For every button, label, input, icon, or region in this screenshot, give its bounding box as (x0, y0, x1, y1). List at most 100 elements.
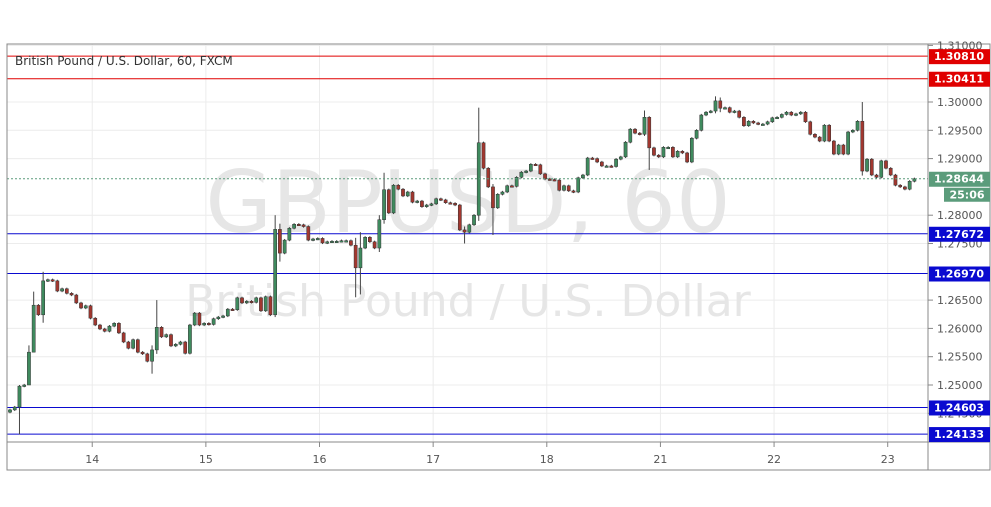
candle[interactable] (637, 131, 642, 136)
candle[interactable] (524, 169, 528, 174)
candle[interactable] (538, 163, 543, 176)
candle[interactable] (581, 173, 585, 179)
candle[interactable] (221, 314, 225, 319)
candle[interactable] (642, 110, 647, 136)
candle[interactable] (557, 178, 562, 192)
candle[interactable] (273, 215, 278, 318)
candle[interactable] (107, 325, 112, 333)
candle[interactable] (708, 109, 713, 114)
candle[interactable] (396, 184, 401, 191)
candle[interactable] (462, 226, 467, 244)
candle[interactable] (278, 223, 282, 262)
candle[interactable] (661, 146, 666, 159)
candle[interactable] (173, 343, 178, 348)
candle[interactable] (860, 102, 865, 176)
candle[interactable] (235, 296, 240, 311)
candle[interactable] (869, 158, 874, 177)
candle[interactable] (135, 338, 140, 354)
candle[interactable] (368, 236, 372, 243)
candle[interactable] (486, 167, 491, 189)
candle[interactable] (547, 177, 552, 181)
candle[interactable] (292, 223, 296, 230)
candle[interactable] (576, 176, 581, 194)
candle[interactable] (429, 202, 434, 207)
candle[interactable] (737, 109, 742, 119)
candle[interactable] (69, 292, 74, 297)
candle[interactable] (320, 237, 325, 245)
candle[interactable] (600, 160, 604, 168)
candle[interactable] (685, 151, 689, 164)
candle[interactable] (22, 383, 27, 388)
candle[interactable] (666, 146, 671, 150)
candle[interactable] (344, 239, 349, 243)
candle[interactable] (382, 172, 386, 224)
candle[interactable] (339, 239, 344, 243)
candle[interactable] (765, 120, 770, 126)
candle[interactable] (102, 327, 107, 333)
candle[interactable] (192, 311, 197, 327)
candle[interactable] (117, 322, 121, 335)
candle[interactable] (31, 291, 36, 353)
candle[interactable] (491, 184, 495, 236)
candle[interactable] (410, 190, 415, 204)
candle[interactable] (893, 173, 898, 187)
candle[interactable] (718, 97, 723, 113)
candle[interactable] (325, 240, 330, 245)
candle[interactable] (145, 352, 150, 363)
candle[interactable] (330, 240, 334, 243)
candle[interactable] (79, 301, 83, 310)
candle[interactable] (713, 96, 718, 114)
candle[interactable] (405, 190, 410, 198)
candle[interactable] (27, 345, 31, 386)
candle[interactable] (207, 322, 211, 326)
candle[interactable] (794, 112, 798, 117)
candle[interactable] (505, 184, 510, 194)
candle[interactable] (467, 223, 472, 234)
candle[interactable] (590, 156, 595, 160)
candle[interactable] (723, 106, 727, 110)
candle[interactable] (93, 317, 98, 327)
candle[interactable] (884, 159, 888, 170)
candle[interactable] (519, 171, 524, 179)
candle[interactable] (732, 109, 737, 114)
candle[interactable] (55, 279, 60, 293)
candle[interactable] (543, 172, 547, 181)
candle[interactable] (808, 120, 813, 136)
candle[interactable] (420, 199, 424, 208)
candle[interactable] (244, 300, 249, 305)
candle[interactable] (188, 323, 192, 355)
candle[interactable] (817, 135, 822, 143)
candle[interactable] (50, 278, 55, 282)
candle[interactable] (874, 173, 879, 179)
candle[interactable] (60, 287, 64, 293)
candle[interactable] (671, 146, 675, 159)
candle[interactable] (202, 322, 206, 327)
candle[interactable] (675, 150, 680, 159)
candle[interactable] (349, 239, 353, 247)
candle[interactable] (784, 111, 789, 116)
candle[interactable] (623, 141, 628, 159)
candle[interactable] (699, 113, 704, 132)
candle[interactable] (159, 326, 164, 339)
candle[interactable] (827, 124, 832, 143)
candle[interactable] (694, 129, 699, 140)
candle[interactable] (254, 296, 259, 304)
candle[interactable] (912, 177, 917, 183)
candle[interactable] (391, 184, 396, 215)
candle[interactable] (98, 323, 102, 331)
candle[interactable] (903, 185, 907, 191)
candle[interactable] (618, 155, 623, 161)
candle[interactable] (836, 143, 841, 156)
candle[interactable] (363, 236, 367, 250)
candle[interactable] (500, 190, 505, 196)
candle[interactable] (552, 178, 557, 182)
candle[interactable] (8, 408, 12, 414)
candle[interactable] (855, 120, 860, 132)
candle[interactable] (353, 237, 358, 298)
candle[interactable] (495, 193, 500, 209)
candle[interactable] (514, 176, 519, 188)
candle[interactable] (443, 198, 448, 204)
candle[interactable] (164, 333, 169, 339)
candle[interactable] (898, 184, 903, 189)
candle[interactable] (315, 237, 320, 241)
